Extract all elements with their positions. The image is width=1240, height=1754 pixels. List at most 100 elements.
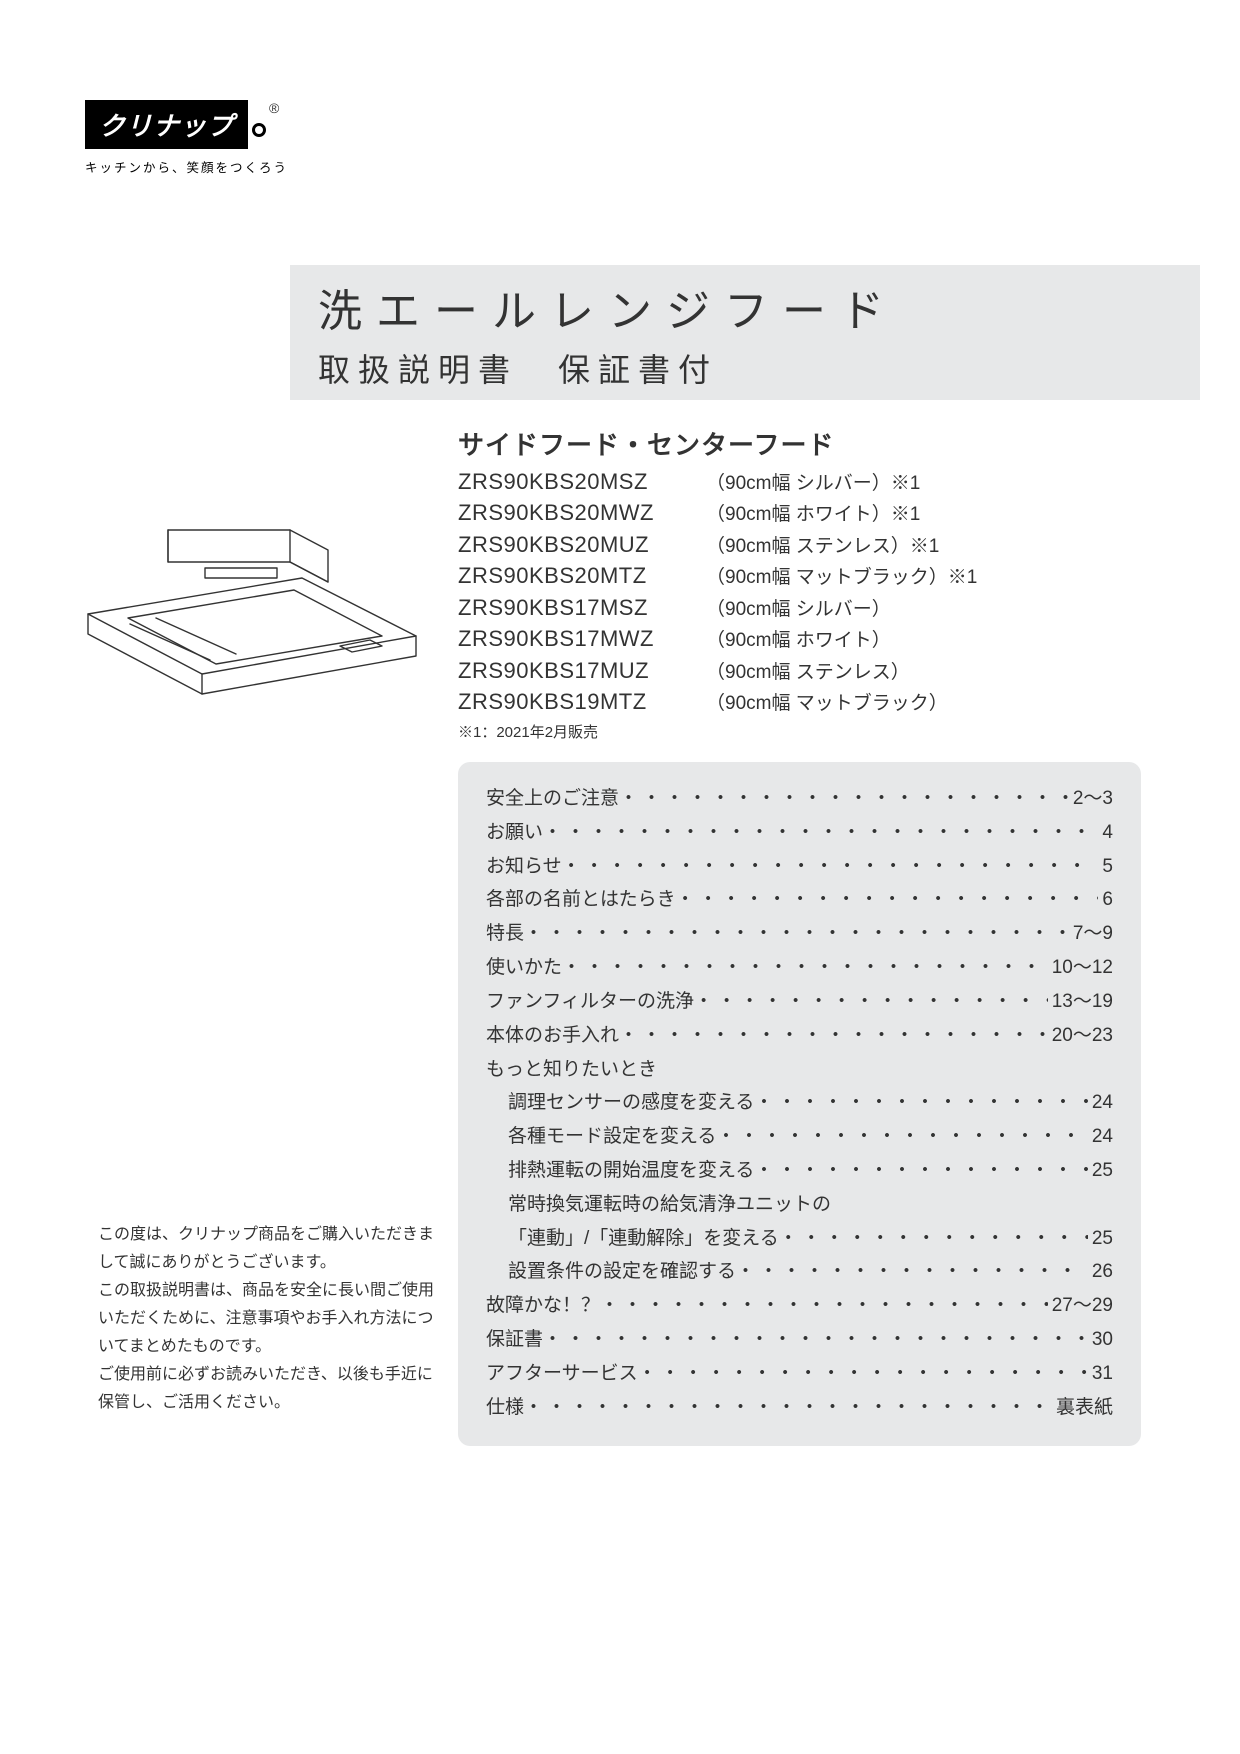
toc-row: お知らせ・・・・・・・・・・・・・・・・・・・・・・・・・・・・・・・・・・・・…	[486, 850, 1113, 884]
model-list: ZRS90KBS20MSZ（90cm幅 シルバー）※1ZRS90KBS20MWZ…	[458, 466, 977, 743]
toc-dots: ・・・・・・・・・・・・・・・・・・・・・・・・・・・・・・・・・・・・・・・・	[619, 1019, 1048, 1053]
toc-label: アフターサービス	[486, 1357, 638, 1391]
toc-row: アフターサービス・・・・・・・・・・・・・・・・・・・・・・・・・・・・・・・・…	[486, 1357, 1113, 1391]
toc-label: ファンフィルターの洗浄	[486, 985, 694, 1019]
logo-registered: ®	[269, 100, 279, 116]
toc-dots: ・・・・・・・・・・・・・・・・・・・・・・・・・・・・・・・・・・・・・・・・	[754, 1086, 1087, 1120]
intro-line: この取扱説明書は、商品を安全に長い間ご使用いただくために、注意事項やお手入れ方法…	[98, 1277, 443, 1361]
toc-page: 裏表紙	[1052, 1391, 1113, 1425]
model-row: ZRS90KBS17MUZ（90cm幅 ステンレス）	[458, 655, 977, 686]
model-code: ZRS90KBS20MWZ	[458, 497, 706, 528]
toc-row: 安全上のご注意・・・・・・・・・・・・・・・・・・・・・・・・・・・・・・・・・…	[486, 782, 1113, 816]
model-desc: （90cm幅 ホワイト）	[706, 630, 891, 651]
toc-label: 安全上のご注意	[486, 782, 619, 816]
model-code: ZRS90KBS17MUZ	[458, 655, 706, 686]
model-row: ZRS90KBS20MWZ（90cm幅 ホワイト）※1	[458, 497, 977, 528]
toc-page: 2～3	[1069, 782, 1113, 816]
toc-dots: ・・・・・・・・・・・・・・・・・・・・・・・・・・・・・・・・・・・・・・・・	[562, 951, 1048, 985]
toc-row: 仕様・・・・・・・・・・・・・・・・・・・・・・・・・・・・・・・・・・・・・・…	[486, 1391, 1113, 1425]
hood-type-heading: サイドフード・センターフード	[458, 425, 834, 462]
toc-page: 24	[1088, 1120, 1113, 1154]
toc-row: 各種モード設定を変える・・・・・・・・・・・・・・・・・・・・・・・・・・・・・…	[486, 1120, 1113, 1154]
model-desc: （90cm幅 シルバー）※1	[706, 473, 920, 494]
model-desc: （90cm幅 ステンレス）※1	[706, 536, 939, 557]
toc-row: 設置条件の設定を確認する・・・・・・・・・・・・・・・・・・・・・・・・・・・・…	[486, 1255, 1113, 1289]
toc-row: 本体のお手入れ・・・・・・・・・・・・・・・・・・・・・・・・・・・・・・・・・…	[486, 1019, 1113, 1053]
toc-page: 10～12	[1048, 951, 1113, 985]
toc-page: 24	[1088, 1086, 1113, 1120]
toc-dots: ・・・・・・・・・・・・・・・・・・・・・・・・・・・・・・・・・・・・・・・・	[600, 1289, 1048, 1323]
title-band: 洗エールレンジフード 取扱説明書 保証書付	[290, 265, 1200, 400]
toc-dots: ・・・・・・・・・・・・・・・・・・・・・・・・・・・・・・・・・・・・・・・・	[736, 1255, 1088, 1289]
toc-label: 排熱運転の開始温度を変える	[508, 1154, 754, 1188]
toc-row: 使いかた・・・・・・・・・・・・・・・・・・・・・・・・・・・・・・・・・・・・…	[486, 951, 1113, 985]
toc-row: もっと知りたいとき	[486, 1053, 1113, 1087]
intro-paragraph: この度は、クリナップ商品をご購入いただきまして誠にありがとうございます。この取扱…	[98, 1221, 443, 1417]
toc-dots: ・・・・・・・・・・・・・・・・・・・・・・・・・・・・・・・・・・・・・・・・	[754, 1154, 1087, 1188]
toc-row: 「連動」/「連動解除」を変える・・・・・・・・・・・・・・・・・・・・・・・・・…	[486, 1222, 1113, 1256]
model-desc: （90cm幅 ホワイト）※1	[706, 504, 920, 525]
toc-dots: ・・・・・・・・・・・・・・・・・・・・・・・・・・・・・・・・・・・・・・・・	[779, 1222, 1088, 1256]
toc-label: 各種モード設定を変える	[508, 1120, 716, 1154]
model-desc: （90cm幅 マットブラック）※1	[706, 567, 977, 588]
toc-label: 故障かな！？	[486, 1289, 600, 1323]
toc-dots: ・・・・・・・・・・・・・・・・・・・・・・・・・・・・・・・・・・・・・・・・	[676, 883, 1099, 917]
toc-page: 20～23	[1048, 1019, 1113, 1053]
toc-row: 排熱運転の開始温度を変える・・・・・・・・・・・・・・・・・・・・・・・・・・・…	[486, 1154, 1113, 1188]
model-code: ZRS90KBS17MWZ	[458, 623, 706, 654]
model-row: ZRS90KBS17MSZ（90cm幅 シルバー）	[458, 592, 977, 623]
toc-dots: ・・・・・・・・・・・・・・・・・・・・・・・・・・・・・・・・・・・・・・・・	[543, 1323, 1088, 1357]
toc-label: 設置条件の設定を確認する	[508, 1255, 736, 1289]
model-code: ZRS90KBS20MUZ	[458, 529, 706, 560]
model-footnote: ※1：2021年2月販売	[458, 722, 977, 743]
toc-row: 故障かな！？・・・・・・・・・・・・・・・・・・・・・・・・・・・・・・・・・・…	[486, 1289, 1113, 1323]
brand-logo: クリナップ ® キッチンから、笑顔をつくろう	[85, 100, 288, 176]
toc-label: 調理センサーの感度を変える	[508, 1086, 754, 1120]
toc-page: 31	[1088, 1357, 1113, 1391]
toc-page: 5	[1098, 850, 1113, 884]
toc-page: 13～19	[1048, 985, 1113, 1019]
toc-page: 7～9	[1069, 917, 1113, 951]
model-row: ZRS90KBS20MTZ（90cm幅 マットブラック）※1	[458, 560, 977, 591]
logo-dot-icon	[252, 123, 266, 137]
logo-tagline: キッチンから、笑顔をつくろう	[85, 157, 288, 176]
product-illustration	[70, 518, 430, 718]
model-desc: （90cm幅 シルバー）	[706, 599, 891, 620]
toc-page: 25	[1088, 1154, 1113, 1188]
model-row: ZRS90KBS20MUZ（90cm幅 ステンレス）※1	[458, 529, 977, 560]
intro-line: ご使用前に必ずお読みいただき、以後も手近に保管し、ご活用ください。	[98, 1361, 443, 1417]
toc-label: 各部の名前とはたらき	[486, 883, 676, 917]
model-code: ZRS90KBS20MSZ	[458, 466, 706, 497]
toc-row: 特長・・・・・・・・・・・・・・・・・・・・・・・・・・・・・・・・・・・・・・…	[486, 917, 1113, 951]
product-title: 洗エールレンジフード	[318, 275, 1200, 339]
toc-page: 27～29	[1048, 1289, 1113, 1323]
toc-label: 常時換気運転時の給気清浄ユニットの	[508, 1188, 831, 1222]
toc-label: 仕様	[486, 1391, 524, 1425]
toc-dots: ・・・・・・・・・・・・・・・・・・・・・・・・・・・・・・・・・・・・・・・・	[619, 782, 1069, 816]
model-desc: （90cm幅 マットブラック）	[706, 693, 948, 714]
model-row: ZRS90KBS20MSZ（90cm幅 シルバー）※1	[458, 466, 977, 497]
toc-row: 調理センサーの感度を変える・・・・・・・・・・・・・・・・・・・・・・・・・・・…	[486, 1086, 1113, 1120]
toc-label: もっと知りたいとき	[486, 1053, 657, 1087]
toc-label: お知らせ	[486, 850, 562, 884]
toc-label: 使いかた	[486, 951, 562, 985]
toc-label: 特長	[486, 917, 524, 951]
toc-row: 常時換気運転時の給気清浄ユニットの	[486, 1188, 1113, 1222]
document-subtitle: 取扱説明書 保証書付	[318, 345, 1200, 391]
toc-page: 4	[1098, 816, 1113, 850]
model-row: ZRS90KBS17MWZ（90cm幅 ホワイト）	[458, 623, 977, 654]
toc-row: お願い・・・・・・・・・・・・・・・・・・・・・・・・・・・・・・・・・・・・・…	[486, 816, 1113, 850]
logo-brand-text: クリナップ	[85, 100, 248, 149]
toc-label: お願い	[486, 816, 543, 850]
toc-page: 26	[1088, 1255, 1113, 1289]
toc-dots: ・・・・・・・・・・・・・・・・・・・・・・・・・・・・・・・・・・・・・・・・	[562, 850, 1099, 884]
model-code: ZRS90KBS20MTZ	[458, 560, 706, 591]
model-code: ZRS90KBS19MTZ	[458, 686, 706, 717]
toc-dots: ・・・・・・・・・・・・・・・・・・・・・・・・・・・・・・・・・・・・・・・・	[524, 1391, 1052, 1425]
model-code: ZRS90KBS17MSZ	[458, 592, 706, 623]
toc-dots: ・・・・・・・・・・・・・・・・・・・・・・・・・・・・・・・・・・・・・・・・	[638, 1357, 1088, 1391]
toc-label: 保証書	[486, 1323, 543, 1357]
toc-dots: ・・・・・・・・・・・・・・・・・・・・・・・・・・・・・・・・・・・・・・・・	[716, 1120, 1087, 1154]
toc-label: 本体のお手入れ	[486, 1019, 619, 1053]
toc-label: 「連動」/「連動解除」を変える	[508, 1222, 779, 1256]
